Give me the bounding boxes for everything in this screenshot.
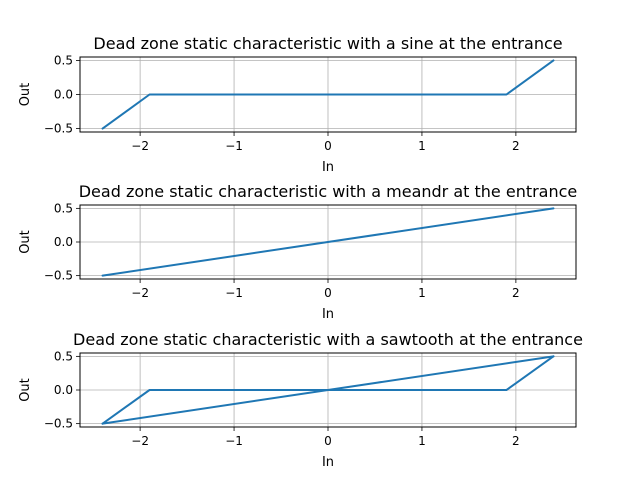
y-tick-label: 0.0	[54, 88, 73, 102]
y-axis-label: Out	[18, 378, 33, 402]
x-tick-label: 2	[512, 434, 520, 448]
x-tick-label: 2	[512, 139, 520, 153]
subplot-2: −2 −1 0 1 2 0.5 0.0 −0.5 Dead zone static charac…	[18, 182, 577, 322]
subplot-3: −2 −1 0 1 2 0.5 0.0 −0.5 Dead zone static charac…	[18, 330, 583, 470]
x-tick-label: −1	[225, 434, 243, 448]
x-tick-label: −2	[131, 139, 149, 153]
x-tick-label: 2	[512, 286, 520, 300]
series-line-1	[101, 207, 555, 277]
chart-title: Dead zone static characteristic with a m…	[79, 182, 578, 201]
y-tick-label: 0.5	[54, 349, 73, 363]
series-line-1	[101, 59, 555, 130]
y-tick-label: −0.5	[44, 269, 73, 283]
x-tick-label: 1	[418, 139, 426, 153]
chart-title: Dead zone static characteristic with a s…	[73, 330, 583, 349]
y-tick-label: −0.5	[44, 417, 73, 431]
x-axis-label: In	[322, 455, 334, 470]
chart-title: Dead zone static characteristic with a s…	[93, 34, 562, 53]
series-line-2	[101, 355, 555, 425]
x-tick-label: −1	[225, 286, 243, 300]
y-tick-label: 0.0	[54, 383, 73, 397]
x-tick-label: 0	[324, 139, 332, 153]
y-tick-label: 0.5	[54, 201, 73, 215]
x-axis-label: In	[322, 307, 334, 322]
y-axis-label: Out	[18, 230, 33, 254]
x-tick-label: 1	[418, 434, 426, 448]
x-tick-label: 1	[418, 286, 426, 300]
y-tick-label: −0.5	[44, 122, 73, 136]
subplot-1: −2 −1 0 1 2 0.5 0.0 −0.5 Dead zone static charac…	[18, 34, 577, 175]
x-axis-label: In	[322, 160, 334, 175]
y-axis-label: Out	[18, 83, 33, 107]
x-tick-label: −2	[131, 434, 149, 448]
x-tick-label: 0	[324, 286, 332, 300]
x-tick-label: −2	[131, 286, 149, 300]
y-tick-label: 0.0	[54, 235, 73, 249]
x-tick-label: −1	[225, 139, 243, 153]
y-tick-label: 0.5	[54, 53, 73, 67]
x-tick-label: 0	[324, 434, 332, 448]
